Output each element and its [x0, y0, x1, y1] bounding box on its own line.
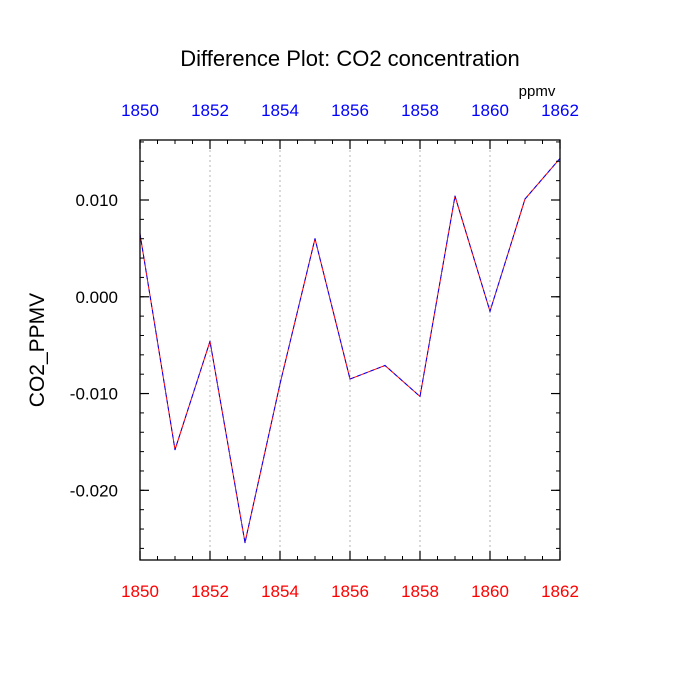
y-tick-label: -0.020	[70, 481, 118, 500]
chart-title: Difference Plot: CO2 concentration	[180, 46, 520, 71]
x-tick-label-top: 1862	[541, 101, 579, 120]
units-label: ppmv	[519, 83, 556, 100]
x-tick-label-bottom: 1860	[471, 582, 509, 601]
x-tick-label-top: 1856	[331, 101, 369, 120]
x-tick-label-bottom: 1862	[541, 582, 579, 601]
data-point-1857	[384, 364, 386, 367]
y-tick-label: 0.000	[75, 288, 118, 307]
x-tick-label-bottom: 1850	[121, 582, 159, 601]
x-tick-label-top: 1860	[471, 101, 509, 120]
data-point-1854	[279, 383, 281, 385]
x-tick-label-top: 1850	[121, 101, 159, 120]
x-tick-label-bottom: 1854	[261, 582, 299, 601]
grid	[209, 140, 491, 560]
y-tick-label: -0.010	[70, 385, 118, 404]
y-axis-label: CO2_PPMV	[26, 293, 49, 407]
x-tick-label-top: 1852	[191, 101, 229, 120]
x-tick-label-bottom: 1852	[191, 582, 229, 601]
data-point-1859	[454, 195, 456, 197]
data-point-1855	[314, 238, 316, 240]
tick-labels: 0.010 0.000 -0.010 -0.020 1850 1850 1852 1852 18…	[70, 101, 579, 601]
data-point-1856	[349, 378, 351, 380]
x-tick-label-top: 1858	[401, 101, 439, 120]
data-point-1861	[524, 198, 526, 200]
series-group	[139, 157, 561, 544]
y-tick-label: 0.010	[75, 191, 118, 210]
x-tick-label-bottom: 1856	[331, 582, 369, 601]
data-point-1852	[209, 340, 211, 342]
x-tick-label-bottom: 1858	[401, 582, 439, 601]
data-point-1853	[244, 541, 246, 544]
ticks	[139, 140, 561, 560]
data-point-1858	[419, 395, 421, 398]
x-tick-label-top: 1854	[261, 101, 299, 120]
data-point-1851	[174, 449, 176, 451]
data-point-1860	[489, 310, 491, 312]
